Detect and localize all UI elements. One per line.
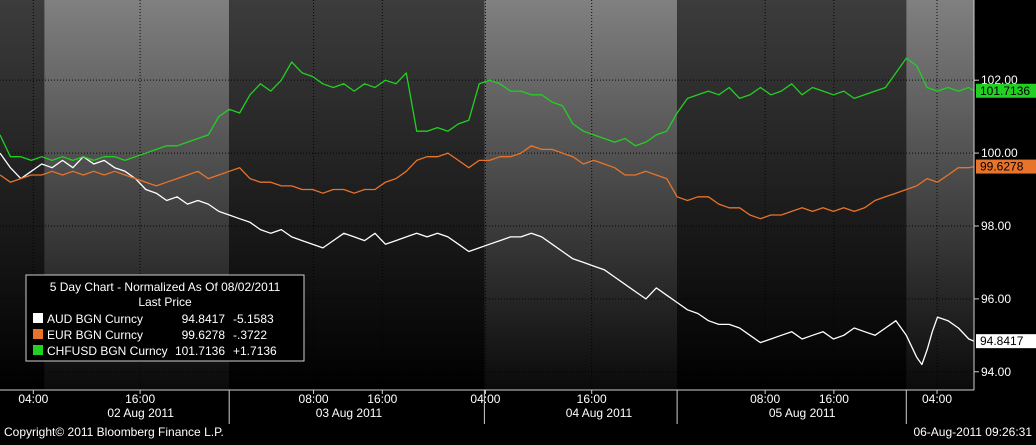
y-tick-label: 100.00 — [981, 146, 1018, 160]
x-tick-label: 16:00 — [819, 392, 849, 406]
series-line-1 — [0, 145, 975, 220]
y-axis-background — [974, 0, 1036, 390]
day-label: 02 Aug 2011 — [107, 406, 174, 420]
x-axis: 04:00 16:00 08:00 16:00 04:00 16:00 08:00 16:00… — [0, 389, 974, 424]
x-axis-background — [0, 390, 1036, 440]
grid-lines — [0, 0, 974, 390]
legend-price-aud: 94.8417 — [182, 312, 226, 326]
legend-name-chf: CHFUSD BGN Curncy — [47, 344, 168, 358]
x-tick-label: 08:00 — [750, 392, 780, 406]
y-tick-label: 102.00 — [981, 73, 1018, 87]
last-value-tag — [976, 334, 1036, 349]
series-line-2 — [0, 57, 975, 162]
legend-change-chf: +1.7136 — [233, 344, 277, 358]
x-tick-label: 04:00 — [18, 392, 48, 406]
x-tick-label: 16:00 — [577, 392, 607, 406]
last-value-tag — [976, 159, 1036, 174]
legend-swatch-chf — [33, 345, 43, 355]
legend-price-eur: 99.6278 — [182, 328, 226, 342]
session-band — [484, 0, 678, 390]
y-axis: 94.00 96.00 98.00 100.00 102.00 94.8417 99.627… — [973, 0, 1036, 390]
session-band — [906, 0, 974, 390]
series-layer — [0, 57, 975, 366]
last-value-tag — [976, 83, 1036, 98]
y-tick-label: 98.00 — [981, 219, 1011, 233]
footer-timestamp: 06-Aug-2011 09:26:31 — [913, 425, 1032, 439]
legend-name-eur: EUR BGN Curncy — [47, 328, 143, 342]
x-tick-label: 04:00 — [470, 392, 500, 406]
x-tick-label: 16:00 — [367, 392, 397, 406]
legend-box — [25, 274, 305, 362]
y-tick-label: 96.00 — [981, 292, 1011, 306]
day-label: 05 Aug 2011 — [769, 406, 836, 420]
legend-change-eur: -.3722 — [233, 328, 267, 342]
x-tick-label: 04:00 — [922, 392, 952, 406]
series-line-0 — [0, 152, 975, 366]
legend-subtitle: Last Price — [138, 295, 192, 309]
legend-swatch-eur — [33, 329, 43, 339]
legend-swatch-aud — [33, 313, 43, 323]
legend: 5 Day Chart - Normalized As Of 08/02/201… — [25, 274, 305, 362]
session-band — [677, 0, 907, 390]
legend-name-aud: AUD BGN Curncy — [47, 312, 143, 326]
day-label: 04 Aug 2011 — [566, 406, 633, 420]
last-value-label: 101.7136 — [980, 84, 1030, 98]
last-value-label: 99.6278 — [980, 160, 1024, 174]
last-value-label: 94.8417 — [980, 334, 1024, 348]
x-tick-label: 16:00 — [125, 392, 155, 406]
legend-price-chf: 101.7136 — [175, 344, 225, 358]
footer-copyright: Copyright© 2011 Bloomberg Finance L.P. — [4, 425, 224, 439]
legend-title: 5 Day Chart - Normalized As Of 08/02/201… — [50, 280, 281, 294]
x-tick-label: 08:00 — [299, 392, 329, 406]
legend-change-aud: -5.1583 — [233, 312, 274, 326]
day-label: 03 Aug 2011 — [316, 406, 383, 420]
y-tick-label: 94.00 — [981, 365, 1011, 379]
